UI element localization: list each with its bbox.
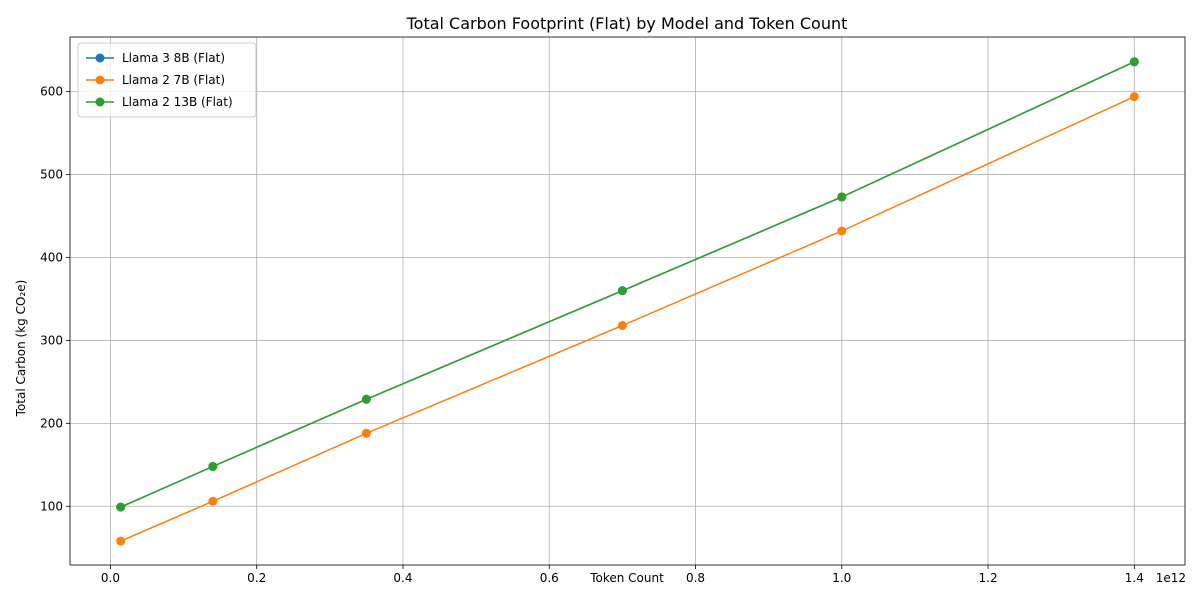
series-line [120, 61, 1135, 508]
x-tick-label: 1.0 [832, 571, 851, 585]
legend-label: Llama 2 7B (Flat) [122, 73, 225, 87]
y-axis-ticks: 100 200 300 400 500 600 [40, 85, 70, 513]
grid-lines [70, 37, 1185, 565]
data-point [116, 502, 126, 512]
data-point [617, 321, 627, 331]
x-tick-label: 0.6 [540, 571, 559, 585]
legend-marker [95, 97, 105, 107]
legend-frame [77, 42, 257, 118]
y-tick-label: 500 [40, 168, 63, 182]
y-tick-label: 100 [40, 499, 63, 513]
x-tick-label: 1.2 [979, 571, 998, 585]
data-point [837, 226, 847, 236]
chart-title: Total Carbon Footprint (Flat) by Model a… [406, 14, 848, 33]
legend: Llama 3 8B (Flat) Llama 2 7B (Flat) Llama … [77, 42, 257, 118]
x-tick-label: 0.8 [686, 571, 705, 585]
data-point [617, 286, 627, 296]
data-point [361, 394, 371, 404]
x-axis-offset-label: 1e12 [1156, 571, 1186, 585]
data-point [1129, 57, 1139, 67]
y-tick-label: 300 [40, 333, 63, 347]
data-point [837, 192, 847, 202]
data-point [208, 496, 218, 506]
legend-marker [95, 53, 105, 63]
y-axis-label: Total Carbon (kg CO₂e) [14, 280, 28, 418]
x-tick-label: 0.4 [393, 571, 412, 585]
legend-label: Llama 3 8B (Flat) [122, 51, 225, 65]
y-tick-label: 600 [40, 85, 63, 99]
series-line [120, 95, 1135, 542]
legend-label: Llama 2 13B (Flat) [122, 95, 233, 109]
plot-area-border [69, 36, 1186, 566]
legend-marker [95, 75, 105, 85]
series-3 [116, 57, 1139, 512]
x-tick-label: 0.2 [247, 571, 266, 585]
data-point [361, 428, 371, 438]
series-layer [116, 57, 1139, 546]
legend-item: Llama 2 13B (Flat) [86, 95, 233, 109]
x-tick-label: 0.0 [101, 571, 120, 585]
data-point [116, 536, 126, 546]
data-point [1129, 92, 1139, 102]
y-tick-label: 200 [40, 416, 63, 430]
x-axis-label: Token Count [589, 571, 664, 585]
data-point [208, 461, 218, 471]
legend-item: Llama 2 7B (Flat) [86, 73, 225, 87]
y-tick-label: 400 [40, 251, 63, 265]
x-tick-label: 1.4 [1125, 571, 1144, 585]
axes-frame [69, 36, 1186, 566]
series-2 [116, 92, 1139, 546]
legend-item: Llama 3 8B (Flat) [86, 51, 225, 65]
x-axis-ticks: 0.0 0.2 0.4 0.6 0.8 1.0 1.2 1.4 [101, 565, 1144, 585]
